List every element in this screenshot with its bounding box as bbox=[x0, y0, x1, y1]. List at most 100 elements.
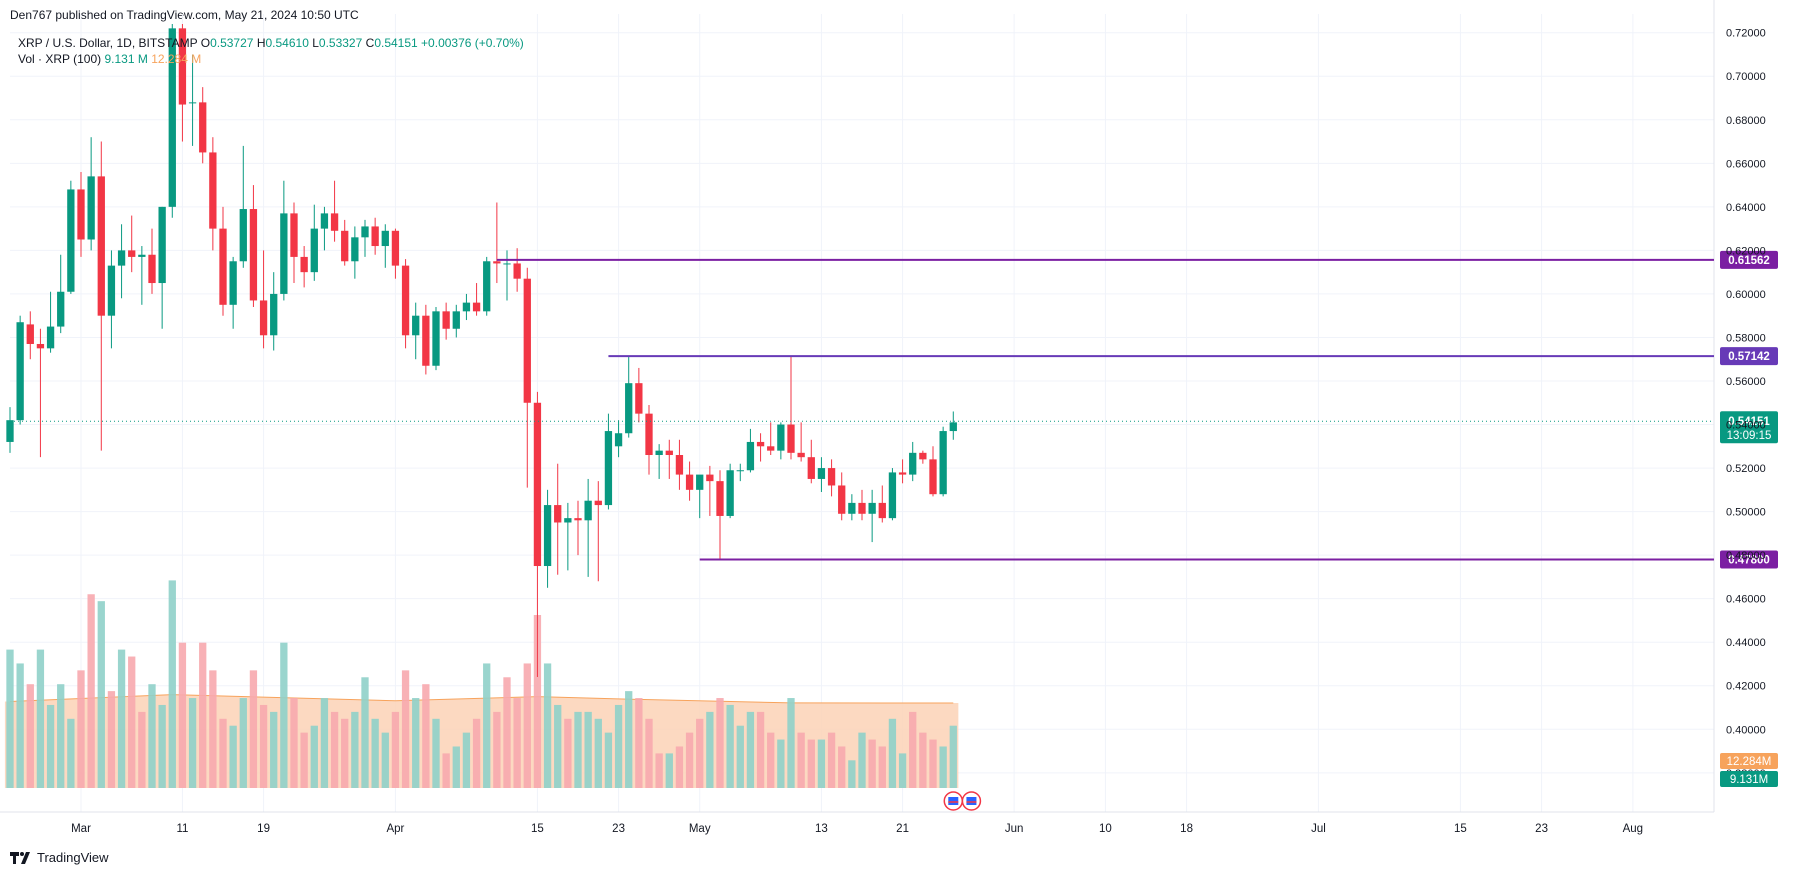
candle-body bbox=[77, 189, 85, 240]
high-value: 0.54610 bbox=[265, 36, 309, 50]
volume-bar bbox=[300, 732, 308, 788]
footer-brand: TradingView bbox=[37, 850, 109, 865]
volume-bar bbox=[77, 670, 85, 788]
volume-bar bbox=[249, 670, 258, 788]
candle-body bbox=[67, 189, 75, 292]
volume-bar bbox=[878, 746, 886, 788]
volume-bar bbox=[381, 732, 389, 788]
candle-body bbox=[412, 315, 420, 336]
volume-ma-fill bbox=[4, 694, 959, 788]
candle-body bbox=[330, 213, 339, 231]
candle-body bbox=[929, 459, 937, 495]
candle-body bbox=[209, 152, 217, 229]
time-tick-label: 21 bbox=[896, 823, 909, 835]
time-tick-label: 18 bbox=[1180, 823, 1193, 835]
candle-body bbox=[442, 311, 450, 329]
candle-body bbox=[188, 102, 197, 104]
price-tick-label: 0.50000 bbox=[1726, 507, 1766, 519]
volume-bar bbox=[97, 601, 105, 788]
price-chart[interactable]: 0.61562 0.57142 0.47800 0.54151 13:09:15 0.… bbox=[0, 0, 1794, 845]
symbol-label[interactable]: XRP / U.S. Dollar, 1D, BITSTAMP bbox=[18, 36, 198, 50]
volume-bar bbox=[898, 753, 907, 788]
volume-bar bbox=[543, 663, 552, 788]
candle-body bbox=[249, 209, 258, 301]
volume-bar bbox=[523, 663, 531, 788]
volume-bar bbox=[513, 698, 521, 788]
price-tick-label: 0.52000 bbox=[1726, 463, 1766, 475]
level-tag bbox=[1720, 550, 1778, 569]
volume-ma-area bbox=[4, 694, 959, 788]
volume-bar bbox=[442, 753, 450, 788]
time-axis[interactable]: Mar 11 19 Apr 15 23 May 13 21 Jun 10 18 Jul 15 23 Aug bbox=[71, 823, 1643, 835]
candle-body bbox=[371, 226, 379, 247]
candle-body bbox=[767, 446, 775, 451]
price-tick-label: 0.72000 bbox=[1726, 28, 1766, 40]
volume-bar bbox=[483, 663, 491, 788]
level-tag-label: 0.57142 bbox=[1728, 351, 1770, 363]
chart-legend: XRP / U.S. Dollar, 1D, BITSTAMP O0.53727… bbox=[18, 35, 524, 67]
volume-bar bbox=[138, 711, 146, 788]
horizontal-levels: 0.61562 0.57142 0.47800 bbox=[496, 250, 1778, 569]
candle-body bbox=[168, 28, 176, 207]
event-flag-icon bbox=[966, 797, 977, 805]
time-tick-label: 19 bbox=[257, 823, 270, 835]
volume-tag bbox=[1720, 753, 1778, 769]
volume-tag bbox=[1720, 771, 1778, 787]
candle-body bbox=[817, 468, 826, 479]
candle-body bbox=[46, 326, 55, 349]
volume-bar bbox=[817, 739, 826, 788]
candle-body bbox=[351, 237, 359, 262]
price-axis[interactable]: 0.72000 0.70000 0.68000 0.66000 0.64000 0.620… bbox=[1720, 28, 1778, 787]
volume-bar bbox=[320, 698, 329, 788]
candle-body bbox=[614, 433, 623, 447]
volume-bar bbox=[807, 739, 815, 788]
volume-label[interactable]: Vol · XRP (100) bbox=[18, 52, 102, 66]
close-value: 0.54151 bbox=[374, 36, 418, 50]
price-tick-label: 0.62000 bbox=[1726, 245, 1766, 257]
volume-bar bbox=[158, 704, 166, 788]
time-tick-label: 15 bbox=[531, 823, 544, 835]
volume-bar bbox=[685, 732, 694, 788]
volume-bar bbox=[351, 711, 359, 788]
volume-bar bbox=[909, 711, 917, 788]
candle-body bbox=[493, 261, 501, 264]
last-price-label: 0.54151 bbox=[1728, 416, 1770, 428]
countdown-label: 13:09:15 bbox=[1727, 430, 1772, 442]
price-tick-label: 0.48000 bbox=[1726, 550, 1766, 562]
candle-body bbox=[97, 176, 105, 316]
volume-bar bbox=[635, 698, 643, 788]
volume-bar bbox=[452, 746, 460, 788]
candle-body bbox=[158, 206, 166, 284]
price-tick-label: 0.66000 bbox=[1726, 158, 1766, 170]
time-tick-label: Jul bbox=[1311, 823, 1326, 835]
candle-body bbox=[543, 505, 552, 567]
candle-body bbox=[949, 422, 957, 432]
volume-bar bbox=[290, 698, 298, 788]
volume-bar bbox=[178, 642, 187, 788]
time-tick-label: Jun bbox=[1005, 823, 1024, 835]
candle-body bbox=[939, 431, 947, 495]
candle-body bbox=[87, 176, 95, 240]
candle-body bbox=[675, 455, 684, 475]
candle-body bbox=[868, 502, 876, 514]
price-tick-label: 0.42000 bbox=[1726, 681, 1766, 693]
time-tick-label: 23 bbox=[612, 823, 625, 835]
level-tag-label: 0.61562 bbox=[1728, 255, 1770, 267]
candle-body bbox=[746, 441, 755, 471]
volume-bar bbox=[888, 718, 897, 788]
candle-body bbox=[462, 302, 471, 312]
volume-ma-value: 12.284 M bbox=[151, 52, 202, 66]
volume-bar bbox=[787, 698, 795, 788]
change-value: +0.00376 (+0.70%) bbox=[421, 36, 524, 50]
volume-bar bbox=[472, 718, 481, 788]
price-tick-label: 0.44000 bbox=[1726, 637, 1766, 649]
candle-body bbox=[300, 256, 308, 273]
volume-bar bbox=[604, 732, 613, 788]
volume-bar bbox=[259, 704, 268, 788]
volume-bar bbox=[716, 698, 724, 788]
candle-body bbox=[107, 265, 116, 316]
candle-body bbox=[858, 502, 866, 514]
volume-bar bbox=[949, 725, 957, 788]
volume-bar bbox=[746, 711, 755, 788]
volume-bar bbox=[868, 739, 876, 788]
